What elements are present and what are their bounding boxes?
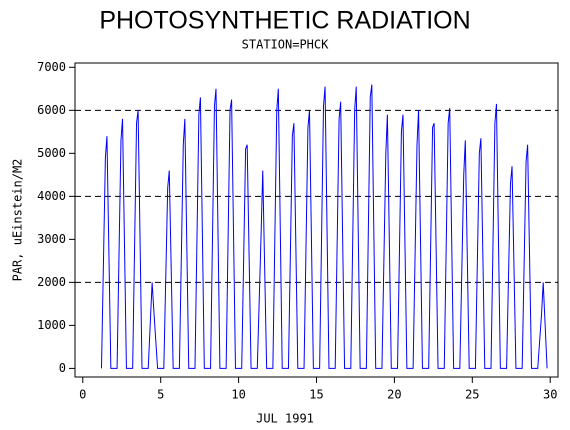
y-tick-label: 4000 <box>37 189 66 203</box>
y-axis-label: PAR, uEinstein/M2 <box>11 159 25 282</box>
data-line <box>100 84 548 369</box>
y-tick-label: 0 <box>59 361 66 375</box>
chart-subtitle: STATION=PHCK <box>242 38 329 52</box>
x-tick-label: 25 <box>465 388 479 402</box>
x-tick-label: 5 <box>157 388 164 402</box>
x-tick-label: 15 <box>309 388 323 402</box>
x-tick-label: 10 <box>231 388 245 402</box>
x-axis-label: JUL 1991 <box>256 412 314 426</box>
y-tick-label: 6000 <box>37 103 66 117</box>
x-tick-label: 30 <box>543 388 557 402</box>
y-tick-label: 2000 <box>37 275 66 289</box>
x-tick-label: 20 <box>387 388 401 402</box>
y-tick-label: 7000 <box>37 60 66 74</box>
y-tick-label: 3000 <box>37 232 66 246</box>
chart-title: PHOTOSYNTHETIC RADIATION <box>99 7 470 35</box>
y-tick-label: 5000 <box>37 146 66 160</box>
y-tick-label: 1000 <box>37 318 66 332</box>
x-tick-label: 0 <box>79 388 86 402</box>
